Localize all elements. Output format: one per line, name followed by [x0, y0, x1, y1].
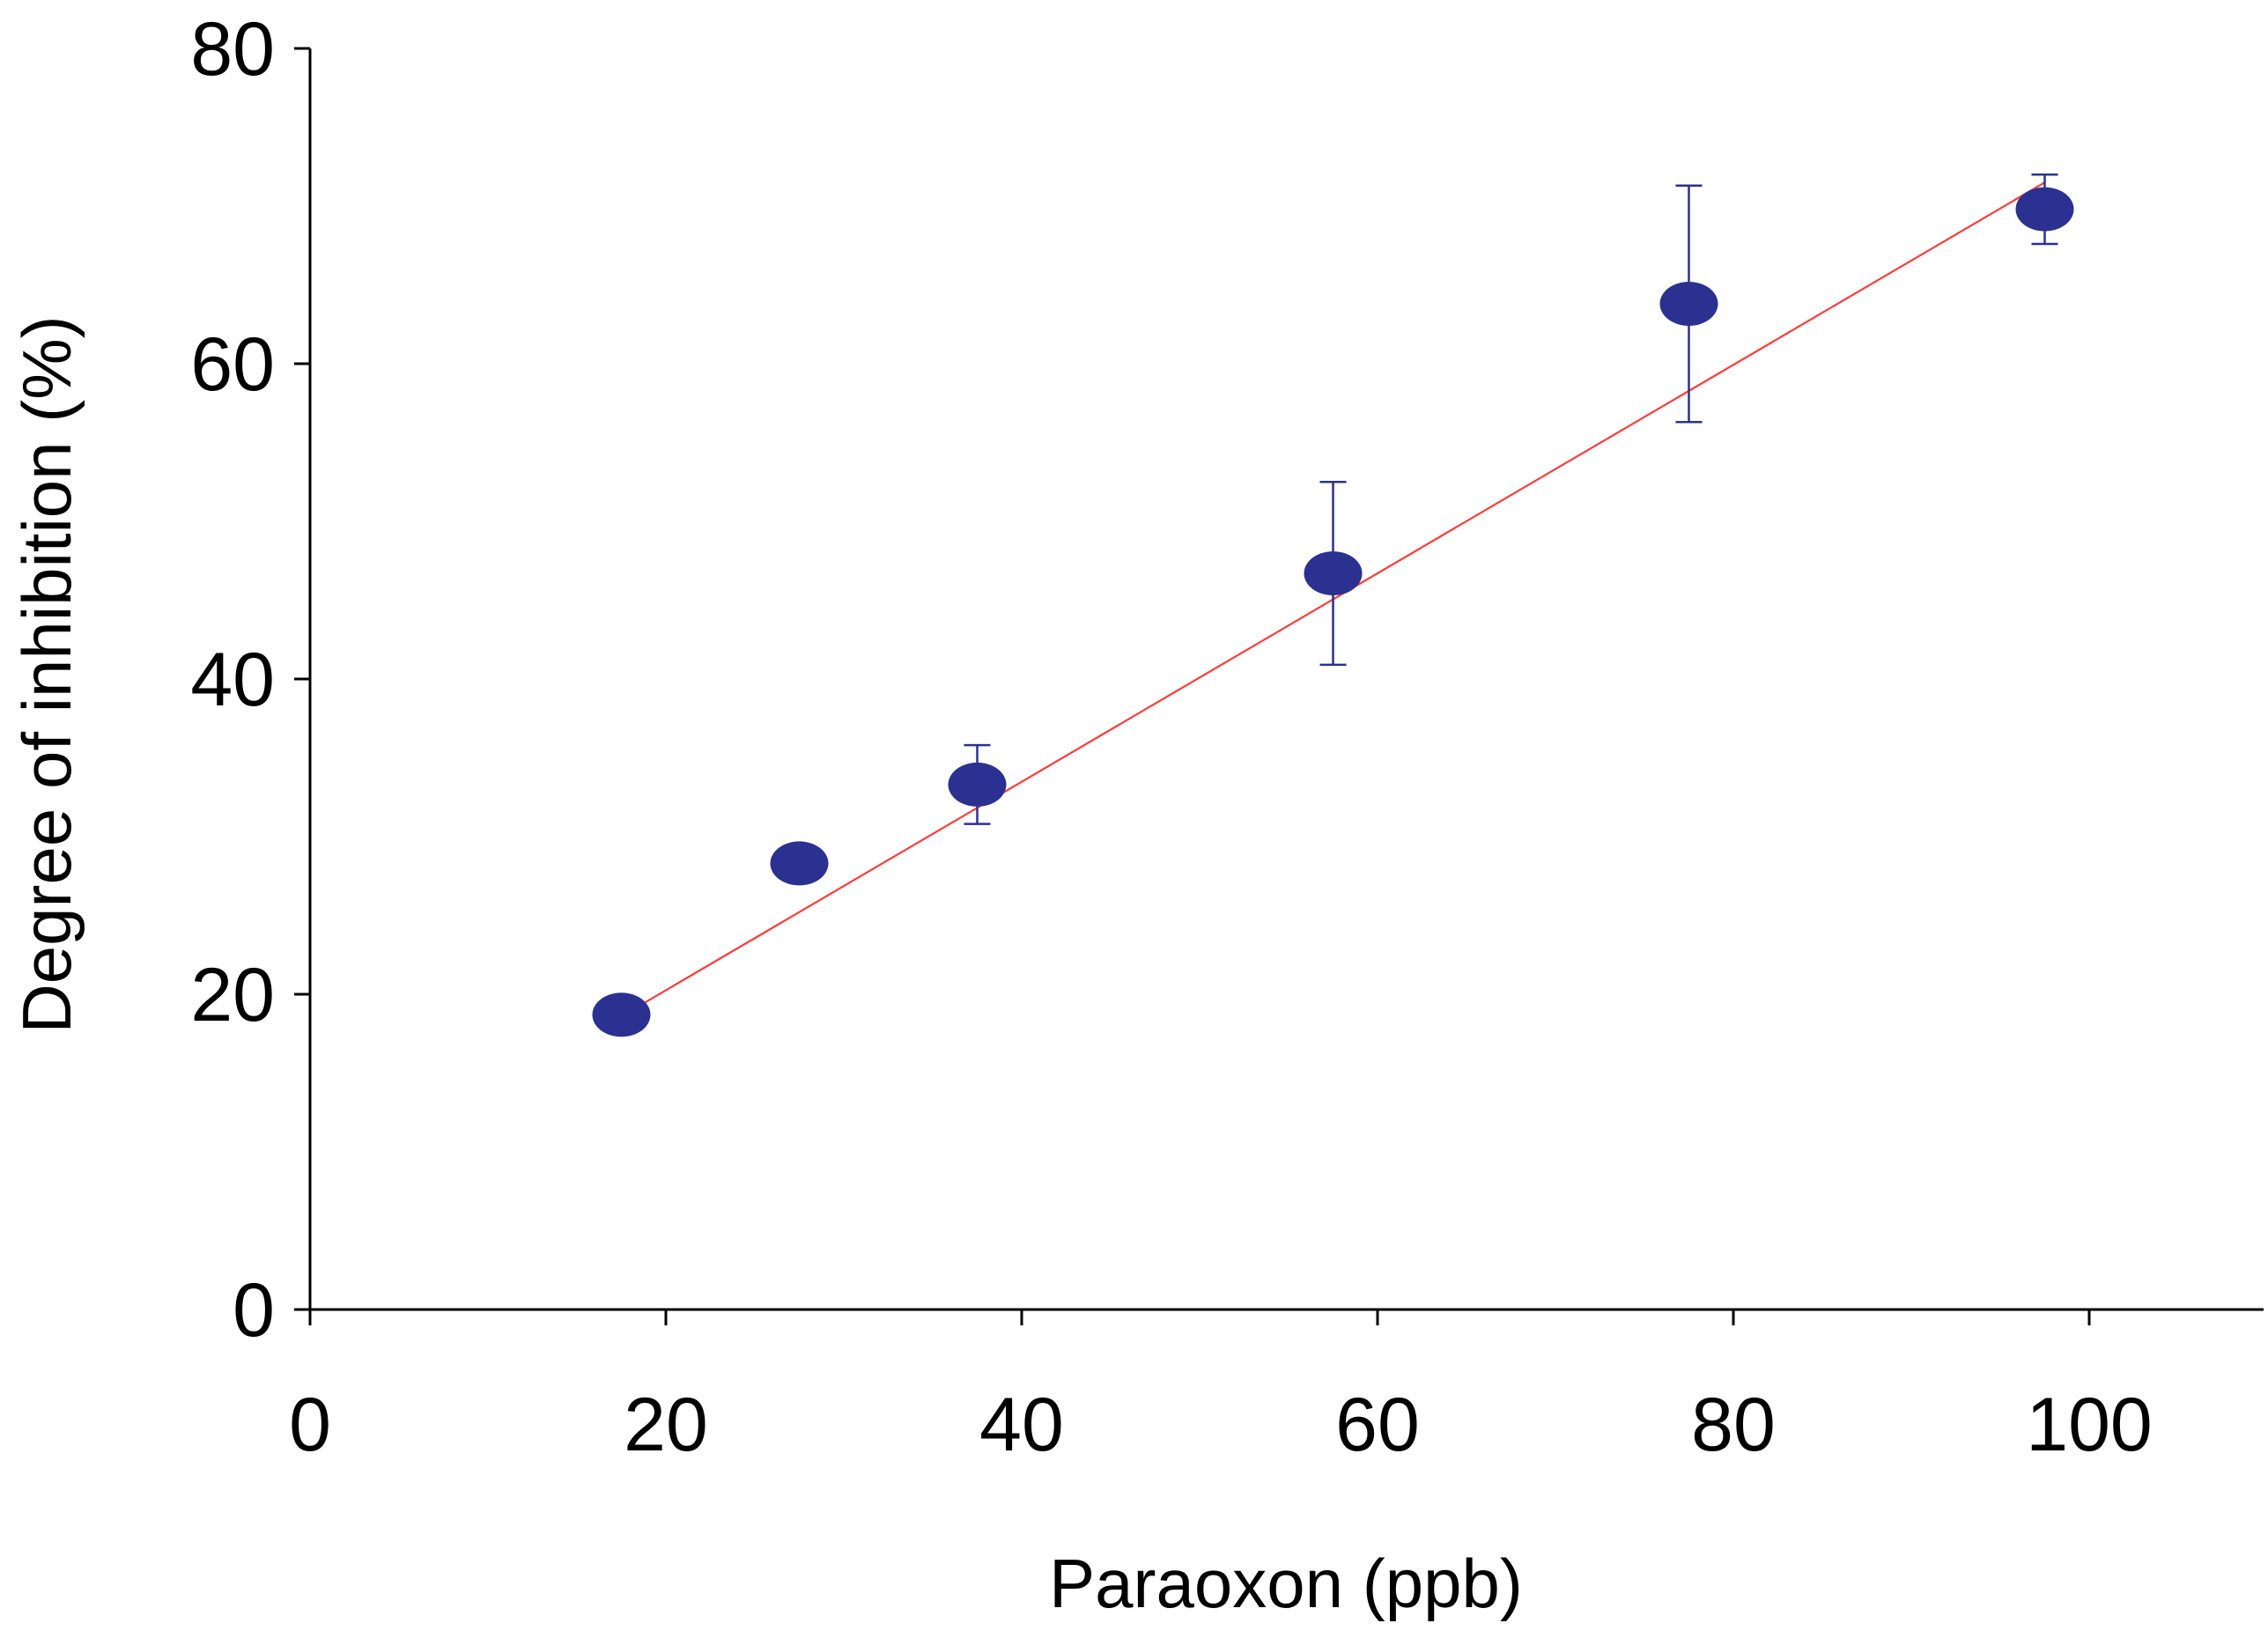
x-tick-label: 60	[1335, 1383, 1420, 1467]
x-tick-label: 0	[289, 1383, 331, 1467]
data-point	[592, 992, 651, 1037]
data-point	[1304, 551, 1363, 596]
x-tick-label: 100	[2026, 1383, 2153, 1467]
tick-labels: 0 20 40 60 80 100 0 20 40 60 80	[190, 7, 2152, 1467]
y-axis-title: Degree of inhibition (%)	[8, 315, 85, 1033]
x-tick-label: 20	[624, 1383, 708, 1467]
data-point	[948, 762, 1007, 807]
y-tick-label: 40	[190, 638, 275, 722]
x-tick-label: 80	[1691, 1383, 1776, 1467]
x-axis-title: Paraoxon (ppb)	[1049, 1545, 1523, 1622]
x-tick-label: 40	[979, 1383, 1064, 1467]
data-points	[592, 187, 2074, 1037]
axes	[294, 47, 2264, 1325]
error-bars	[964, 173, 2058, 825]
data-point	[770, 841, 829, 886]
y-tick-label: 60	[190, 322, 275, 407]
data-point	[2015, 187, 2074, 232]
y-tick-label: 0	[233, 1268, 275, 1353]
data-point	[1659, 281, 1718, 326]
y-tick-label: 20	[190, 953, 275, 1037]
y-tick-label: 80	[190, 7, 275, 92]
